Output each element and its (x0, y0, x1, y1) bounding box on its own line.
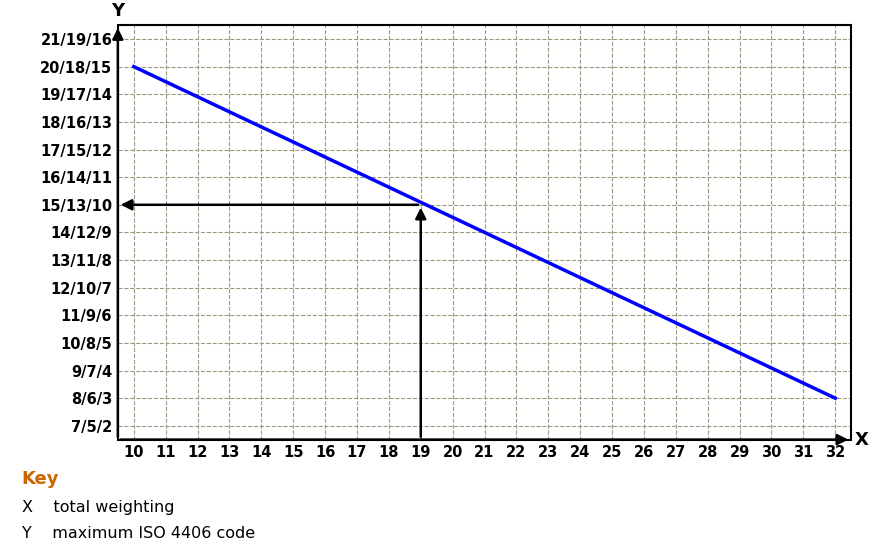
Text: X    total weighting: X total weighting (22, 501, 175, 515)
Text: Y    maximum ISO 4406 code: Y maximum ISO 4406 code (22, 526, 255, 540)
Text: Y: Y (111, 2, 125, 20)
Text: X: X (855, 431, 869, 449)
Text: Key: Key (22, 470, 59, 488)
